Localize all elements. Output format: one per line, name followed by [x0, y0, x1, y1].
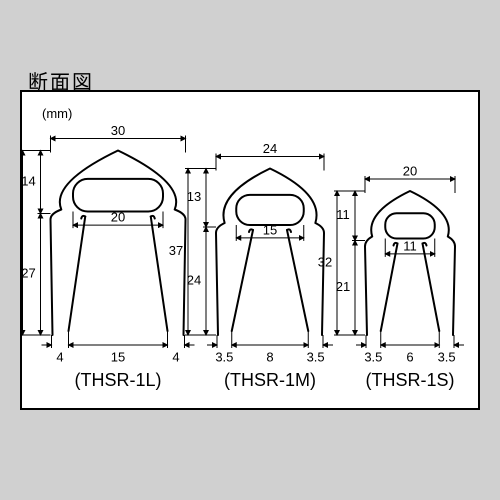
svg-text:30: 30	[111, 123, 125, 138]
product-label-THSR-1S: (THSR-1S)	[355, 370, 465, 391]
svg-text:3.5: 3.5	[307, 349, 325, 364]
svg-text:4: 4	[172, 349, 179, 364]
svg-text:37: 37	[169, 243, 183, 258]
svg-text:21: 21	[336, 279, 350, 294]
svg-text:20: 20	[403, 163, 417, 178]
svg-text:32: 32	[318, 254, 332, 269]
svg-text:3.5: 3.5	[215, 349, 233, 364]
svg-text:6: 6	[406, 349, 413, 364]
svg-text:20: 20	[111, 210, 125, 225]
svg-text:27: 27	[21, 266, 35, 281]
svg-text:8: 8	[266, 349, 273, 364]
svg-text:14: 14	[21, 173, 35, 188]
svg-text:24: 24	[263, 141, 277, 156]
svg-text:3.5: 3.5	[438, 349, 456, 364]
svg-text:24: 24	[187, 272, 201, 287]
svg-text:13: 13	[187, 189, 201, 204]
svg-text:11: 11	[403, 238, 417, 253]
product-label-THSR-1M: (THSR-1M)	[215, 370, 325, 391]
svg-text:3.5: 3.5	[364, 349, 382, 364]
svg-text:11: 11	[336, 207, 350, 222]
svg-text:15: 15	[111, 349, 125, 364]
product-label-THSR-1L: (THSR-1L)	[63, 370, 173, 391]
diagram-svg: 3020411427441524153713243.53.58201132112…	[20, 90, 480, 410]
svg-text:4: 4	[56, 349, 63, 364]
svg-text:15: 15	[263, 222, 277, 237]
